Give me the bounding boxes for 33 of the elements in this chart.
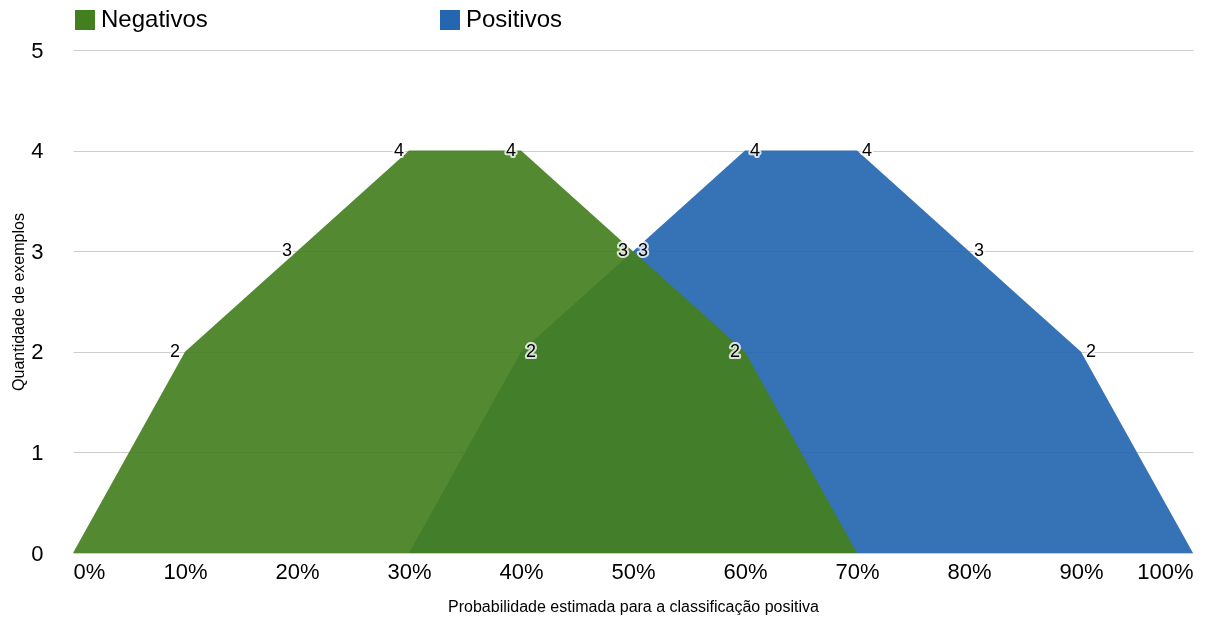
legend-label: Positivos	[466, 5, 563, 32]
data-label: 2	[1085, 340, 1097, 361]
data-label: 2	[169, 340, 181, 361]
x-tick-label: 50%	[611, 558, 656, 584]
x-tick-label: 30%	[387, 558, 432, 584]
data-label: 3	[973, 240, 985, 261]
data-label: 4	[393, 139, 405, 160]
data-label: 2	[729, 340, 741, 361]
x-tick-label: 60%	[723, 558, 768, 584]
y-tick-label: 1	[31, 439, 44, 465]
legend-label: Negativos	[101, 5, 208, 32]
y-tick-label: 3	[31, 238, 44, 264]
data-label: 3	[281, 240, 293, 261]
y-tick-label: 0	[31, 540, 44, 566]
data-label: 4	[505, 139, 517, 160]
data-label: 4	[749, 139, 761, 160]
y-tick-label: 5	[31, 37, 44, 63]
x-tick-label: 70%	[835, 558, 880, 584]
x-axis-title: Probabilidade estimada para a classificação positiva	[448, 597, 820, 615]
x-tick-label: 90%	[1059, 558, 1104, 584]
data-label: 4	[861, 139, 873, 160]
y-tick-label: 2	[31, 339, 44, 365]
data-label: 2	[525, 340, 537, 361]
data-label: 3	[617, 240, 629, 261]
x-tick-label: 80%	[947, 558, 992, 584]
x-tick-label: 0%	[73, 558, 106, 584]
data-label: 3	[637, 240, 649, 261]
x-tick-label: 100%	[1137, 558, 1194, 584]
x-tick-label: 20%	[275, 558, 320, 584]
y-axis-title: Quantidade de exemplos	[10, 213, 28, 391]
y-tick-label: 4	[31, 138, 44, 164]
x-tick-label: 40%	[499, 558, 544, 584]
x-tick-label: 10%	[163, 558, 208, 584]
